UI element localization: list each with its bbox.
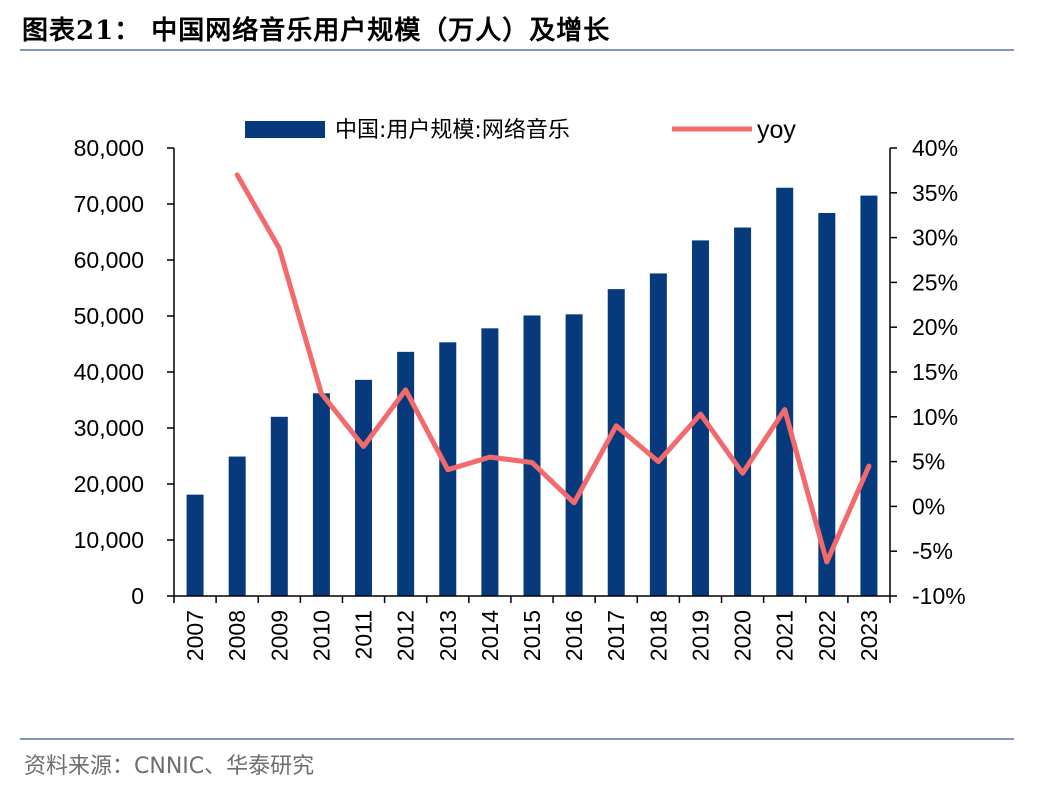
bar-2020	[734, 227, 752, 596]
bar-2010	[312, 393, 330, 596]
x-tick-label: 2023	[856, 610, 882, 661]
x-tick-label: 2022	[814, 610, 840, 661]
y-right-tick-label: 5%	[912, 449, 945, 475]
x-tick-label: 2010	[308, 610, 334, 661]
bar-2009	[270, 416, 288, 596]
x-tick-label: 2012	[393, 610, 419, 661]
legend: 中国:用户规模:网络音乐 yoy	[245, 116, 796, 144]
y-right-tick-label: 15%	[912, 359, 958, 385]
y-right-tick-label: 10%	[912, 404, 958, 430]
x-tick-label: 2008	[224, 610, 250, 661]
legend-bar-label: 中国:用户规模:网络音乐	[335, 118, 570, 143]
bar-2018	[649, 273, 667, 596]
x-tick-label: 2016	[561, 610, 587, 661]
bar-2015	[523, 315, 541, 596]
y-left-tick-label: 60,000	[74, 247, 144, 273]
source-note: 资料来源：CNNIC、华泰研究	[24, 754, 315, 779]
source-rule	[20, 738, 1014, 740]
y-right-tick-label: 25%	[912, 269, 958, 295]
y-left-tick-label: 80,000	[74, 135, 144, 161]
y-left-tick-label: 20,000	[74, 471, 144, 497]
bar-2012	[397, 351, 415, 596]
chart-title: 图表21： 中国网络音乐用户规模（万人）及增长	[22, 16, 611, 46]
y-right-tick-label: 40%	[912, 135, 958, 161]
x-tick-label: 2009	[266, 610, 292, 661]
y-left-tick-label: 40,000	[74, 359, 144, 385]
x-tick-label: 2015	[519, 610, 545, 661]
x-tick-label: 2011	[351, 610, 377, 659]
y-right-tick-label: 0%	[912, 493, 945, 519]
x-tick-label: 2020	[730, 610, 756, 661]
bar-2011	[355, 379, 373, 596]
y-left-tick-label: 0	[131, 583, 144, 609]
legend-line-label: yoy	[757, 116, 796, 144]
bar-2023	[860, 195, 878, 596]
y-left-tick-label: 50,000	[74, 303, 144, 329]
bar-2021	[776, 187, 794, 596]
legend-bar-swatch	[245, 121, 325, 138]
x-tick-label: 2018	[645, 610, 671, 661]
y-left-tick-label: 70,000	[74, 191, 144, 217]
y-right-tick-label: -5%	[912, 538, 953, 564]
x-tick-label: 2007	[182, 610, 208, 661]
y-left-tick-label: 10,000	[74, 527, 144, 553]
y-left-tick-label: 30,000	[74, 415, 144, 441]
title-rule	[20, 49, 1014, 51]
y-right-tick-label: 30%	[912, 225, 958, 251]
x-tick-label: 2017	[603, 610, 629, 661]
y-right-tick-label: 20%	[912, 314, 958, 340]
y-right-tick-label: 35%	[912, 180, 958, 206]
bar-2016	[565, 314, 583, 596]
x-tick-label: 2021	[772, 610, 798, 661]
bar-2022	[818, 212, 836, 596]
bar-2014	[481, 328, 499, 596]
y-right-tick-label: -10%	[912, 583, 966, 609]
x-tick-label: 2014	[477, 610, 503, 661]
bar-2007	[186, 494, 204, 596]
bar-2017	[607, 289, 625, 596]
x-tick-label: 2013	[435, 610, 461, 661]
yoy-line	[234, 172, 872, 565]
bar-2008	[228, 456, 246, 596]
x-tick-label: 2019	[687, 610, 713, 661]
